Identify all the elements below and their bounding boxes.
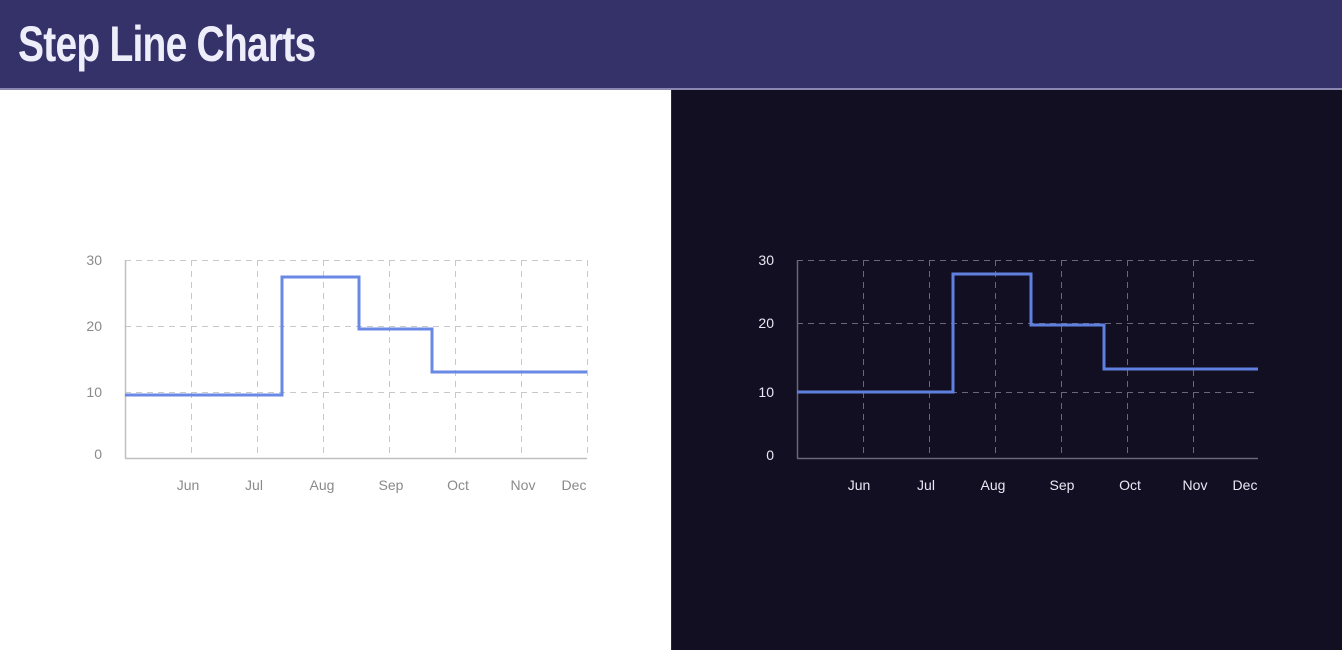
x-tick-label: Oct [1119, 477, 1141, 493]
x-tick-label: Dec [562, 477, 587, 493]
x-tick-label: Jun [177, 477, 200, 493]
y-tick-label: 30 [758, 252, 774, 268]
y-tick-label: 0 [766, 447, 774, 463]
x-tick-label: Jul [917, 477, 935, 493]
y-tick-label: 0 [94, 446, 102, 462]
x-gridlines [191, 260, 588, 458]
x-tick-label: Dec [1233, 477, 1258, 493]
x-tick-label: Jul [245, 477, 263, 493]
x-tick-label: Nov [1183, 477, 1208, 493]
x-tick-label: Nov [511, 477, 536, 493]
x-tick-label: Aug [310, 477, 335, 493]
dark-step-chart: 30 20 10 0 Jun Jul Aug Sep Oct Nov Dec [758, 252, 1258, 493]
y-tick-label: 10 [86, 384, 102, 400]
light-step-chart: 30 20 10 0 Jun Jul Aug Sep Oct Nov Dec [86, 252, 588, 493]
y-tick-label: 20 [86, 318, 102, 334]
y-tick-label: 30 [86, 252, 102, 268]
x-tick-label: Sep [379, 477, 404, 493]
step-line-series [125, 275, 587, 397]
y-gridlines [125, 260, 587, 393]
light-chart-panel: 30 20 10 0 Jun Jul Aug Sep Oct Nov Dec [0, 90, 671, 650]
y-tick-label: 10 [758, 384, 774, 400]
page-title: Step Line Charts [18, 16, 316, 72]
y-tick-label: 20 [758, 315, 774, 331]
x-tick-label: Jun [848, 477, 871, 493]
x-tick-labels: Jun Jul Aug Sep Oct Nov Dec [177, 477, 587, 493]
step-line-series [797, 272, 1258, 394]
dark-chart-panel: 30 20 10 0 Jun Jul Aug Sep Oct Nov Dec [671, 90, 1342, 650]
x-tick-label: Sep [1050, 477, 1075, 493]
page-header: Step Line Charts [0, 0, 1342, 90]
y-tick-labels: 30 20 10 0 [758, 252, 774, 463]
y-tick-labels: 30 20 10 0 [86, 252, 102, 462]
x-gridlines [863, 260, 1194, 458]
y-gridlines [797, 260, 1258, 393]
x-tick-label: Aug [981, 477, 1006, 493]
x-tick-label: Oct [447, 477, 469, 493]
x-tick-labels: Jun Jul Aug Sep Oct Nov Dec [848, 477, 1258, 493]
